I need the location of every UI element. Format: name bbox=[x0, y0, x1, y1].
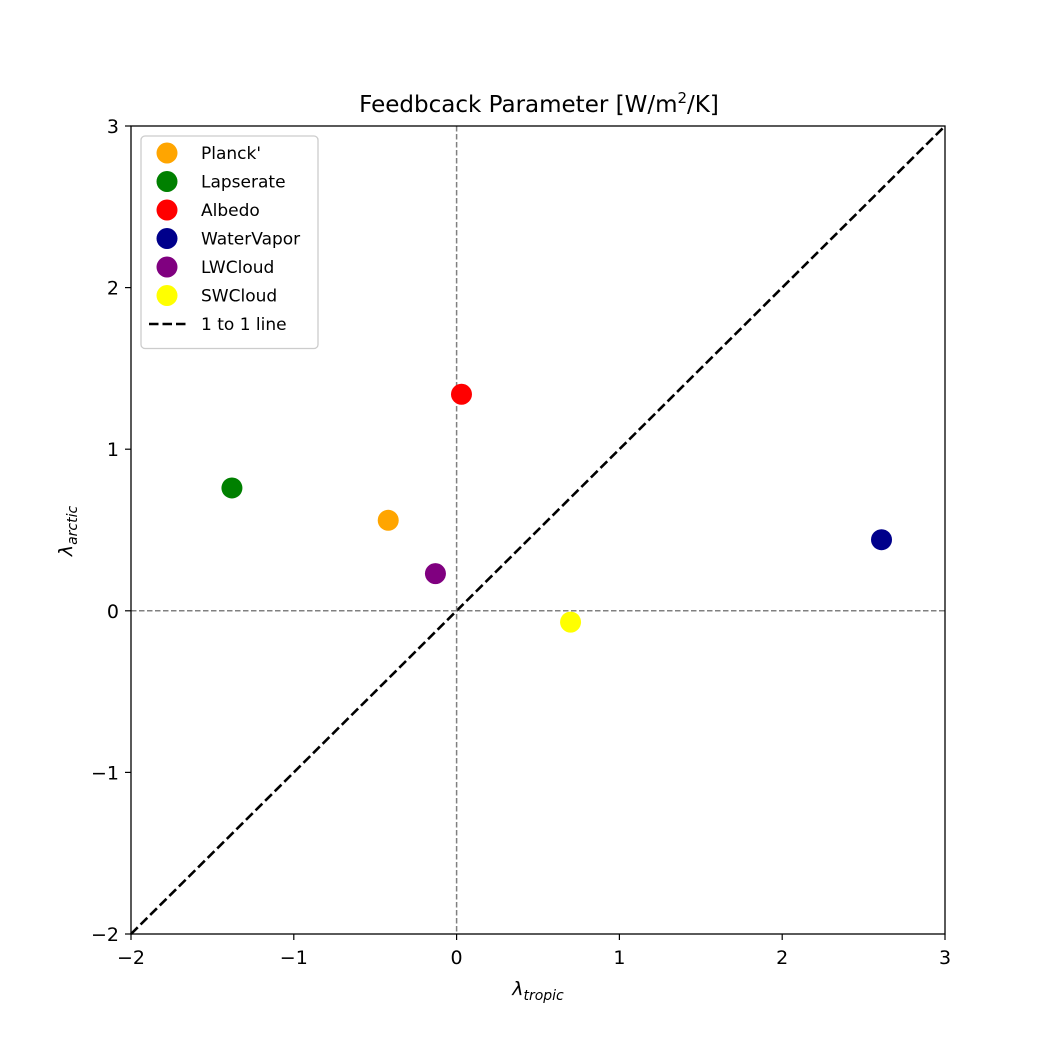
x-axis-label-subscript: tropic bbox=[523, 988, 564, 1004]
y-tick-label: −1 bbox=[91, 762, 119, 784]
y-tick-label: 3 bbox=[107, 116, 119, 138]
point-swcloud bbox=[560, 611, 582, 633]
legend-label: SWCloud bbox=[201, 287, 277, 307]
point-watervapor bbox=[871, 529, 893, 551]
y-axis-label-subscript: arctic bbox=[65, 506, 81, 545]
one-to-one-line bbox=[130, 125, 946, 935]
x-tick-label: 2 bbox=[776, 947, 788, 969]
point-lapserate bbox=[221, 477, 243, 499]
x-axis-label: λtropic bbox=[511, 978, 564, 1004]
legend-marker bbox=[156, 199, 178, 221]
plot-frame bbox=[130, 125, 946, 935]
legend-label: LWCloud bbox=[201, 258, 274, 278]
legend-label: 1 to 1 line bbox=[201, 315, 287, 335]
legend-label: WaterVapor bbox=[201, 230, 300, 250]
y-tick-label: −2 bbox=[91, 924, 119, 946]
legend: Planck' Lapserate Albedo WaterVapor LWCloud S… bbox=[140, 135, 319, 350]
y-tick-label: 2 bbox=[107, 278, 119, 300]
point-planck bbox=[377, 509, 399, 531]
legend-marker bbox=[156, 171, 178, 192]
x-tick-label: 0 bbox=[451, 947, 463, 969]
legend-label: Planck' bbox=[201, 144, 261, 164]
legend-marker bbox=[156, 142, 178, 164]
legend-marker bbox=[156, 256, 178, 278]
y-tick-label: 1 bbox=[107, 439, 119, 461]
chart-title-superscript: 2 bbox=[677, 89, 687, 107]
plot-area: −2 −1 0 1 2 3 −2 −1 0 1 2 3 bbox=[91, 116, 951, 969]
x-tick-label: −2 bbox=[117, 947, 145, 969]
x-tick-label: 1 bbox=[613, 947, 625, 969]
legend-label: Albedo bbox=[201, 201, 260, 221]
chart-title-end: /K] bbox=[687, 92, 719, 118]
chart-title: Feedbcack Parameter [W/m2/K] bbox=[359, 89, 719, 118]
x-tick-label: 3 bbox=[939, 947, 951, 969]
legend-box bbox=[140, 135, 319, 350]
legend-label: Lapserate bbox=[201, 173, 286, 193]
legend-marker bbox=[156, 285, 178, 306]
x-tick-label: −1 bbox=[280, 947, 308, 969]
y-axis-label: λarctic bbox=[55, 506, 81, 558]
point-albedo bbox=[450, 383, 472, 405]
point-lwcloud bbox=[424, 563, 446, 585]
legend-marker bbox=[156, 228, 178, 249]
y-tick-label: 0 bbox=[107, 601, 119, 623]
